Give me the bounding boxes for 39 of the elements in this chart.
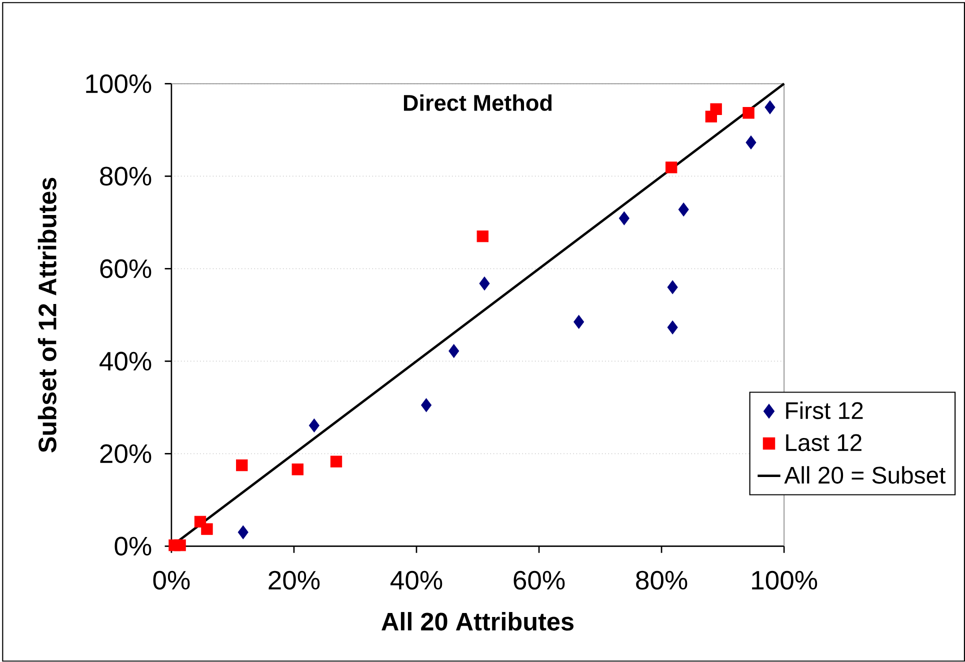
x-tick-label: 0% [153,570,190,590]
x-axis-title: All 20 Attributes [382,612,574,631]
chart-title: Direct Method [404,94,552,112]
point [476,230,488,242]
x-tick-label: 80% [636,570,688,590]
y-tick-label: 60% [100,259,152,278]
x-tick-label: 20% [268,570,320,590]
point [201,523,213,536]
point [746,136,756,150]
y-tick-label: 100% [86,74,152,94]
legend-label: Last 12 [786,434,862,452]
y-tick-label: 20% [100,444,152,464]
x-tick-label: 100% [752,570,818,590]
point [174,540,186,552]
point [448,344,460,358]
legend-label: All 20 = Subset [784,466,946,484]
point [665,162,678,174]
y-tick-label: 80% [100,166,152,186]
y-tick-label: 40% [100,352,152,371]
point [421,398,432,412]
point [574,315,584,329]
y-tick-label: 0% [114,536,152,556]
point [678,202,689,217]
point [764,100,776,114]
point [479,276,490,291]
point [238,526,248,540]
point [742,107,754,119]
x-tick-label: 40% [390,570,442,590]
point [236,460,248,472]
legend-label: First 12 [786,402,863,420]
point [667,320,678,335]
point [308,418,320,433]
point [292,464,304,476]
point [710,103,722,116]
point [330,456,342,468]
x-tick-label: 60% [514,570,565,590]
point [618,212,630,226]
y-axis-title: Subset of 12 Attributes [38,178,56,453]
point [667,280,678,294]
